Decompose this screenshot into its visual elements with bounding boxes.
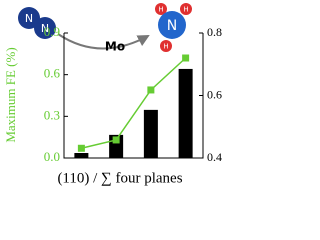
y-tick-label: 0.0 (44, 149, 60, 164)
bar (74, 153, 89, 158)
ammonia-icon: H H H N (155, 3, 192, 52)
atom-label: N (25, 12, 33, 25)
y2-tick-label: 0.6 (207, 87, 222, 101)
axis-frame (63, 33, 204, 159)
annotation: Mo (105, 40, 125, 54)
y2-tick-label: 0.8 (207, 25, 222, 39)
y-axis-label: Maximum FE (%) (3, 47, 18, 142)
atom-label: H (163, 43, 168, 51)
marker (112, 136, 120, 144)
y-tick-label: 0.9 (44, 24, 60, 39)
bar (143, 109, 158, 158)
marker (77, 144, 85, 152)
atom-label: H (158, 6, 163, 14)
atom-label: N (167, 18, 177, 34)
x-axis-label: (110) / ∑ four planes (57, 170, 182, 186)
y-tick-label: 0.3 (44, 107, 60, 122)
atom-label: H (183, 6, 188, 14)
line (81, 57, 187, 150)
marker (147, 86, 155, 94)
marker (182, 54, 190, 62)
bar (178, 68, 193, 158)
y-tick-label: 0.6 (44, 66, 61, 81)
reaction-arrow (57, 33, 150, 50)
dinitrogen-icon: N N (18, 7, 56, 39)
chart: N N Mo H H H N (110) / ∑ four planes Max… (3, 3, 222, 186)
atom-label: N (41, 22, 49, 35)
y2-tick-label: 0.4 (207, 150, 222, 164)
